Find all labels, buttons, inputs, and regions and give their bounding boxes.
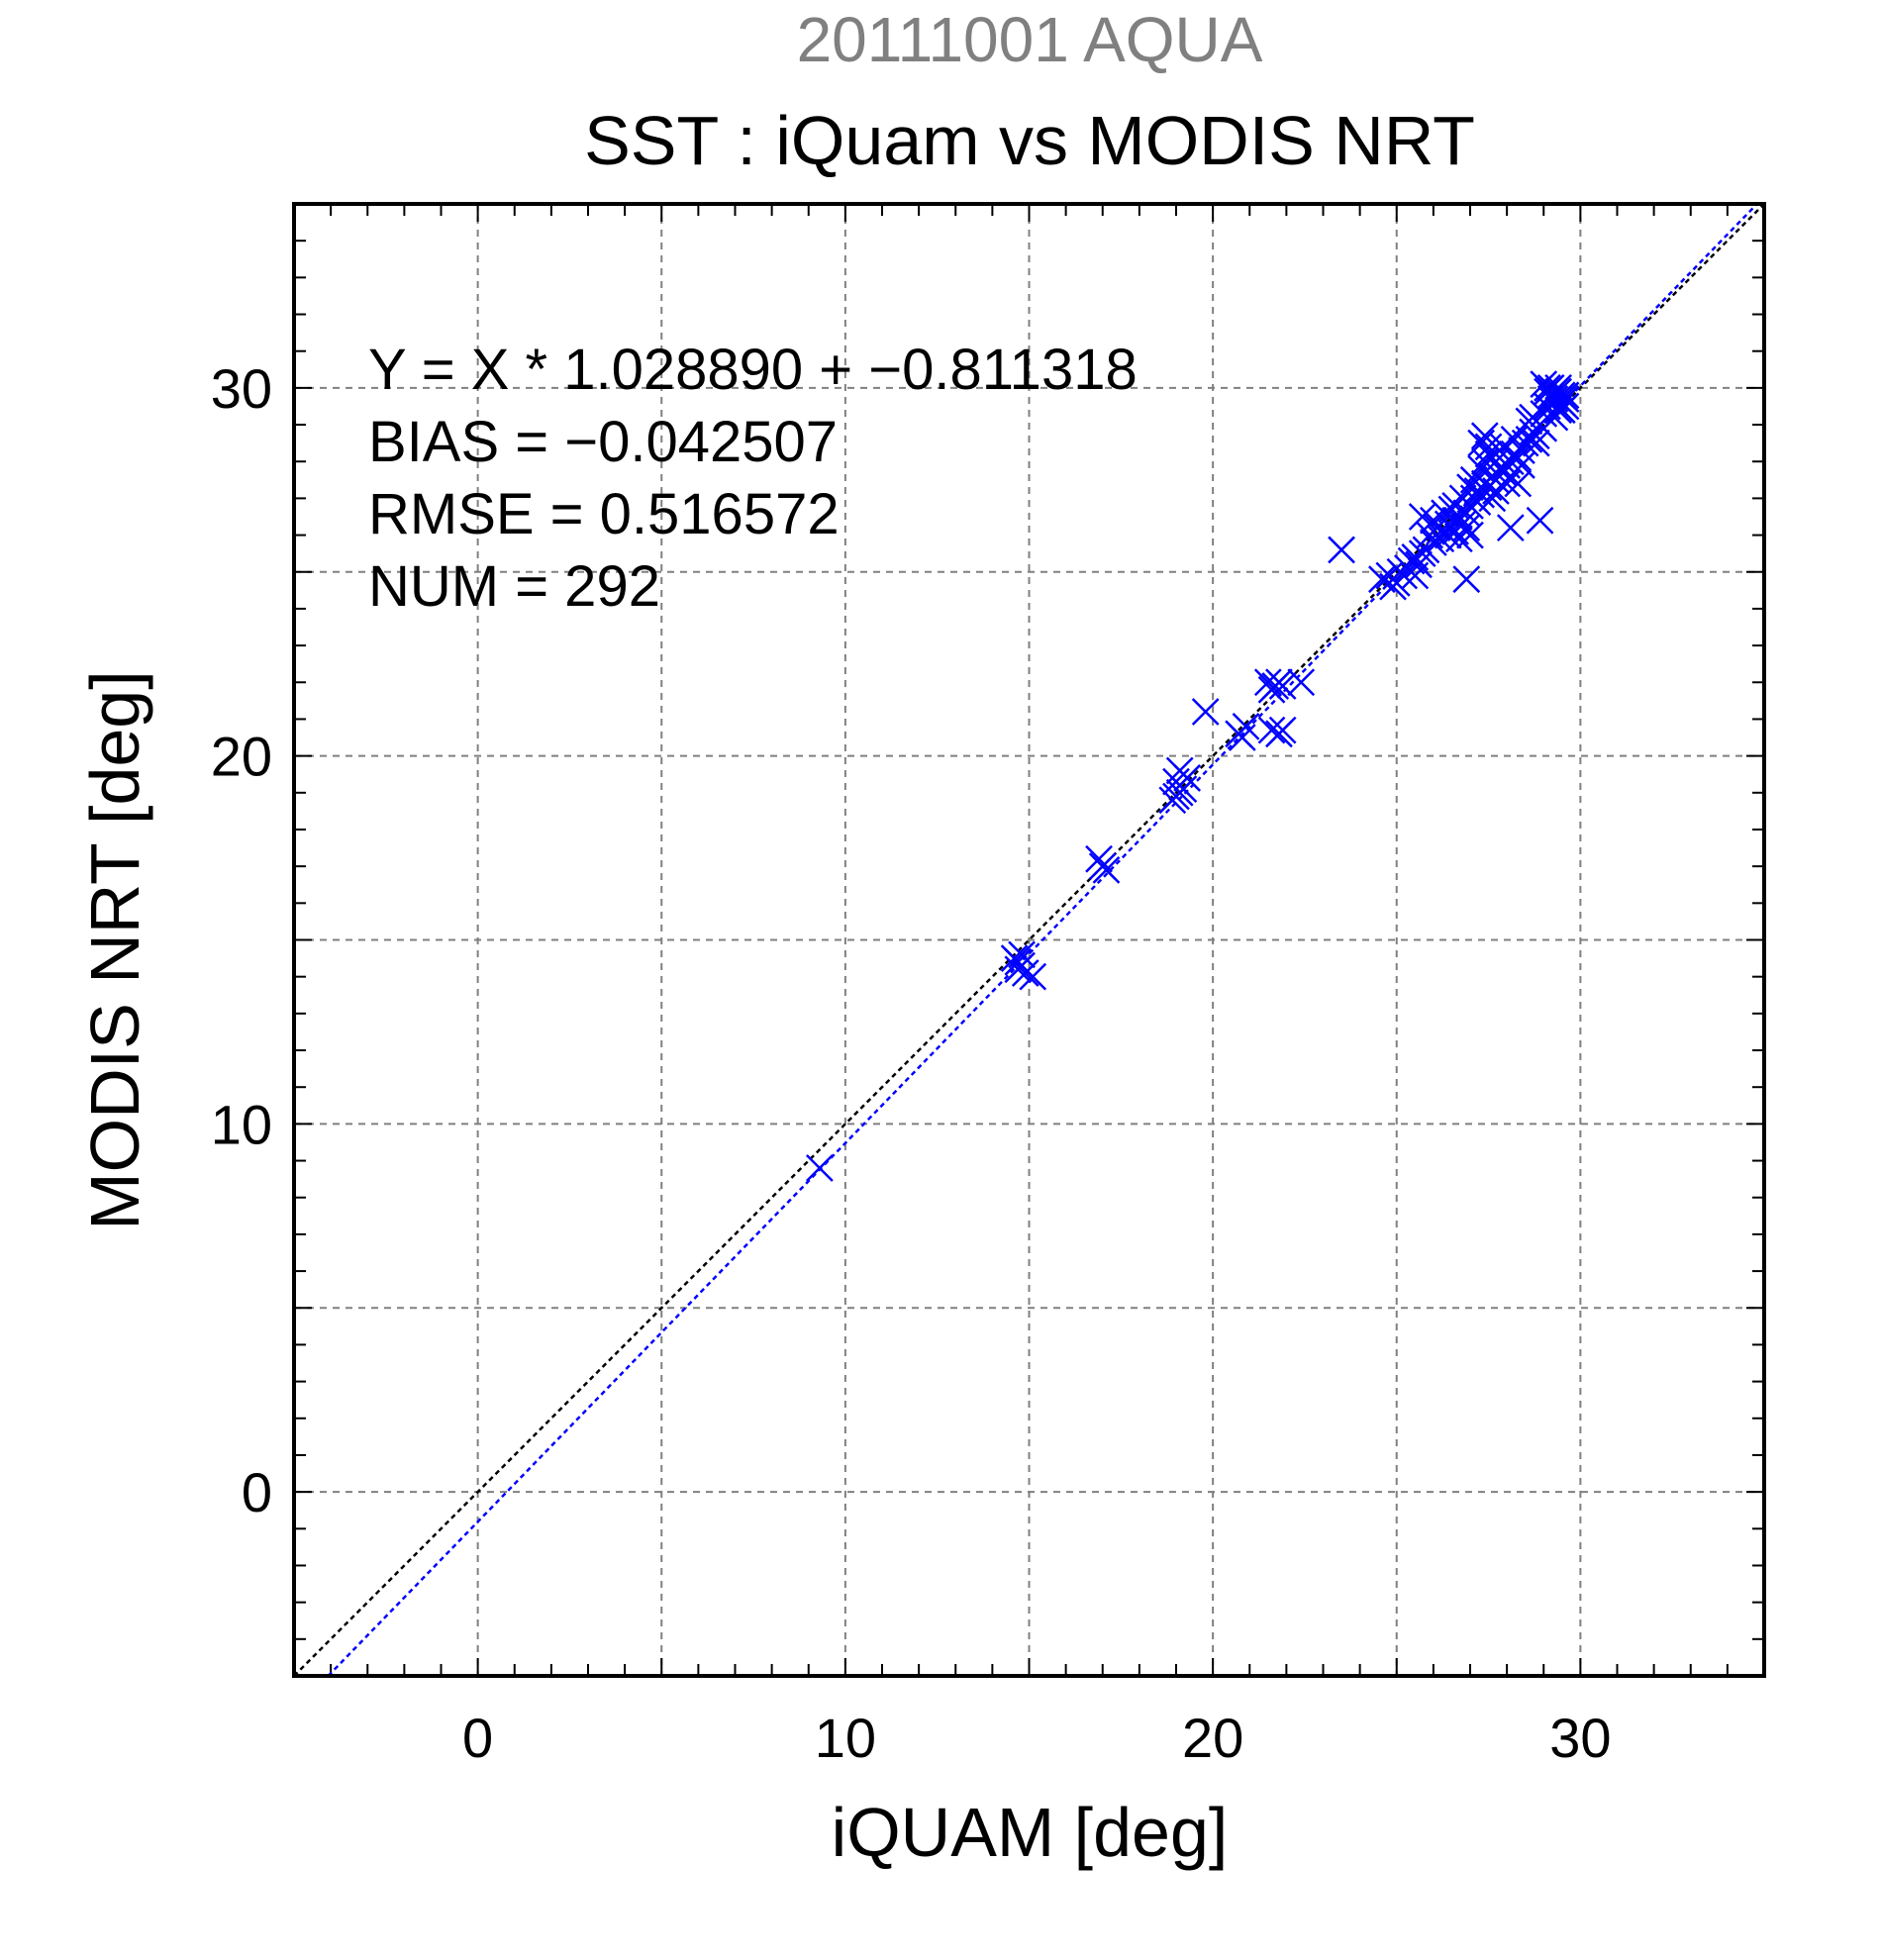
data-point — [1456, 521, 1484, 549]
y-tick-label: 0 — [242, 1461, 272, 1523]
x-tick-label: 30 — [1549, 1707, 1611, 1769]
data-point — [1526, 506, 1554, 535]
x-tick-label: 20 — [1182, 1707, 1243, 1769]
data-point — [1540, 403, 1569, 432]
data-point — [1452, 514, 1481, 542]
plot-frame — [292, 202, 1766, 1678]
data-point — [1551, 381, 1580, 410]
chart-subtitle: 20111001 AQUA — [797, 4, 1263, 75]
data-point — [1452, 565, 1481, 594]
x-tick-label: 0 — [462, 1707, 493, 1769]
data-point — [1379, 572, 1407, 601]
data-point — [1268, 716, 1297, 744]
stats-annotation: Y = X * 1.028890 + −0.811318 BIAS = −0.04… — [368, 338, 1138, 619]
data-point — [1504, 443, 1533, 472]
data-point — [1530, 370, 1558, 399]
data-point — [1008, 951, 1036, 980]
stats-line: RMSE = 0.516572 — [368, 482, 840, 546]
data-point — [1162, 767, 1190, 796]
chart-title: SST : iQuam vs MODIS NRT — [584, 102, 1475, 179]
stats-line: Y = X * 1.028890 + −0.811318 — [368, 338, 1138, 402]
data-point — [1268, 672, 1297, 700]
x-tick-labels: 0 10 20 30 — [462, 1707, 1611, 1769]
data-point — [1092, 855, 1121, 884]
grid — [294, 204, 1764, 1676]
data-point — [1165, 756, 1194, 785]
data-point — [1232, 713, 1260, 740]
regression-fit-line — [327, 203, 1758, 1677]
data-point — [1496, 514, 1525, 542]
data-points — [806, 370, 1580, 1182]
y-tick-label: 10 — [211, 1093, 272, 1155]
data-point — [1011, 959, 1040, 987]
y-tick-label: 20 — [211, 726, 272, 788]
data-point — [1191, 698, 1220, 726]
y-tick-labels: 0 10 20 30 — [211, 357, 272, 1523]
data-point — [1536, 373, 1565, 402]
stats-line: BIAS = −0.042507 — [368, 410, 838, 474]
data-point — [1405, 550, 1433, 579]
y-tick-label: 30 — [211, 357, 272, 420]
data-point — [1456, 473, 1484, 502]
data-point — [1401, 561, 1430, 590]
data-point — [806, 1154, 834, 1182]
data-point — [1441, 491, 1470, 520]
x-tick-label: 10 — [815, 1707, 876, 1769]
data-point — [1434, 521, 1462, 549]
data-point — [1504, 469, 1533, 498]
data-point — [1328, 536, 1355, 564]
data-point — [1257, 716, 1286, 744]
y-axis-label: MODIS NRT [deg] — [76, 670, 153, 1229]
data-point — [1287, 668, 1316, 697]
data-point — [1228, 724, 1256, 751]
data-point — [1493, 469, 1522, 498]
data-point — [1500, 426, 1529, 453]
data-point — [1257, 675, 1286, 704]
x-axis-label: iQUAM [deg] — [832, 1794, 1229, 1871]
stats-line: NUM = 292 — [368, 554, 660, 619]
data-point — [1515, 407, 1543, 436]
